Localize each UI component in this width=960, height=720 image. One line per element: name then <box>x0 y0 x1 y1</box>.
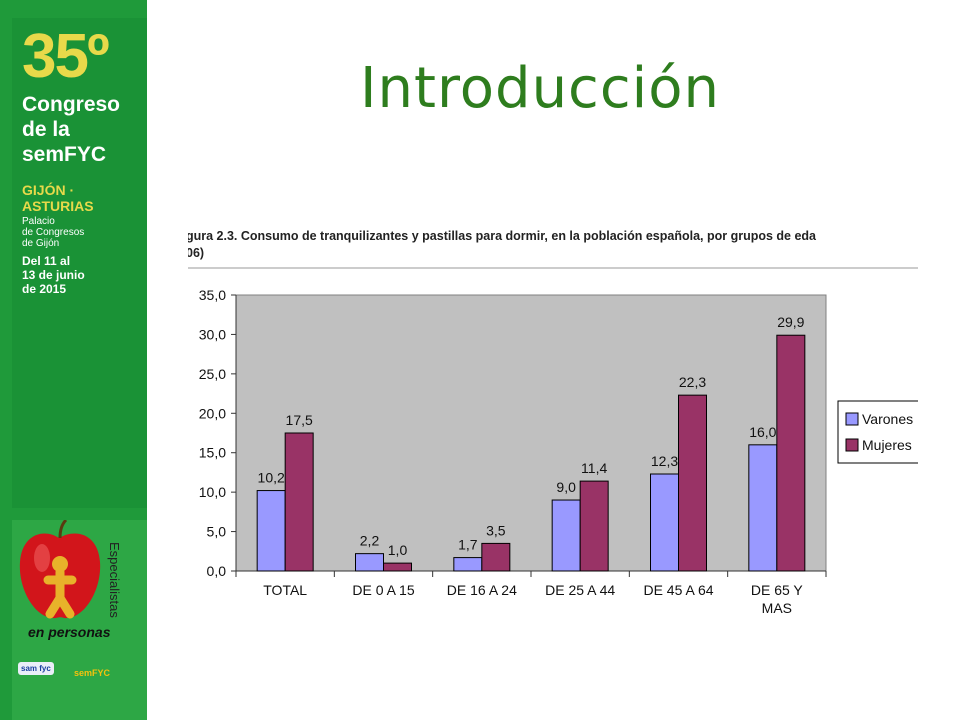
congress-venue-line: de Gijón <box>22 238 60 249</box>
apple-logo-icon <box>19 520 101 619</box>
legend-label: Varones <box>862 411 913 427</box>
data-label: 1,7 <box>458 537 478 553</box>
congress-dates: Del 11 al 13 de junio de 2015 <box>22 254 85 296</box>
congress-dates-line: 13 de junio <box>22 268 85 282</box>
x-tick-label: DE 0 A 15 <box>352 582 414 598</box>
y-tick-label: 30,0 <box>199 326 226 342</box>
y-tick-label: 15,0 <box>199 445 226 461</box>
samfyc-logo: sam fyc <box>18 662 54 675</box>
legend-box <box>837 400 918 464</box>
plot-area <box>235 294 827 572</box>
x-tick-label: DE 16 A 24 <box>447 582 517 598</box>
congress-title-line: Congreso <box>22 93 121 116</box>
data-label: 16,0 <box>749 424 776 440</box>
data-label: 29,9 <box>777 314 804 330</box>
semfyc-logo: semFYC <box>74 668 111 678</box>
bar-mujeres <box>383 562 412 572</box>
bar-varones <box>748 444 778 572</box>
congress-title-line: de la <box>22 118 70 141</box>
congress-city-line: ASTURIAS <box>22 198 94 214</box>
chart-title: 06) <box>188 246 204 260</box>
x-tick-label: DE 45 A 64 <box>643 582 713 598</box>
bar-varones <box>650 473 679 572</box>
data-label: 22,3 <box>679 374 706 390</box>
bar-varones <box>453 557 483 572</box>
x-tick-label: DE 25 A 44 <box>545 582 615 598</box>
sidebar-panel <box>12 18 147 508</box>
x-tick-label: DE 65 Y <box>751 582 804 598</box>
congress-venue-line: Palacio <box>22 216 55 227</box>
bar-varones <box>355 553 384 572</box>
bar-mujeres <box>481 542 511 572</box>
x-tick-label: MAS <box>762 600 792 616</box>
y-tick-label: 10,0 <box>199 484 226 500</box>
data-label: 3,5 <box>486 522 506 538</box>
x-tick-label: TOTAL <box>263 582 307 598</box>
congress-city: GIJÓN · ASTURIAS <box>22 182 94 214</box>
data-label: 1,0 <box>388 542 408 558</box>
bar-varones <box>256 490 286 572</box>
bar-mujeres <box>579 480 609 572</box>
data-label: 2,2 <box>360 533 380 549</box>
data-label: 11,4 <box>581 460 607 476</box>
bar-chart: gura 2.3. Consumo de tranquilizantes y p… <box>188 229 918 616</box>
legend-swatch <box>845 438 859 452</box>
congress-edition: 35º <box>22 22 110 91</box>
bar-mujeres <box>284 432 314 572</box>
y-tick-label: 20,0 <box>199 405 226 421</box>
y-tick-label: 25,0 <box>199 366 226 382</box>
chart-title: gura 2.3. Consumo de tranquilizantes y p… <box>188 229 817 243</box>
bar-varones <box>551 499 581 572</box>
congress-venue: Palacio de Congresos de Gijón <box>22 216 84 249</box>
y-tick-label: 5,0 <box>207 524 227 540</box>
slogan-side-text: Especialistas <box>107 542 122 618</box>
bar-mujeres <box>678 394 707 572</box>
data-label: 12,3 <box>651 453 678 469</box>
y-tick-label: 35,0 <box>199 287 226 303</box>
congress-title-line: semFYC <box>22 143 107 166</box>
data-label: 10,2 <box>258 470 285 486</box>
slogan-text: en personas <box>28 624 111 640</box>
y-tick-label: 0,0 <box>207 563 227 579</box>
slide-title: Introducción <box>360 56 720 121</box>
data-label: 9,0 <box>556 479 576 495</box>
sidebar: 35º Congreso de la semFYC GIJÓN · ASTURI… <box>0 0 147 720</box>
legend-label: Mujeres <box>862 437 912 453</box>
bar-mujeres <box>776 334 806 572</box>
congress-dates-line: de 2015 <box>22 282 67 296</box>
congress-city-line: GIJÓN · <box>22 182 75 198</box>
congress-venue-line: de Congresos <box>22 227 85 238</box>
chart-image: gura 2.3. Consumo de tranquilizantes y p… <box>188 216 918 616</box>
data-label: 17,5 <box>286 412 313 428</box>
legend-swatch <box>845 412 859 426</box>
congress-dates-line: Del 11 al <box>22 254 71 268</box>
congress-title: Congreso de la semFYC <box>22 92 120 167</box>
